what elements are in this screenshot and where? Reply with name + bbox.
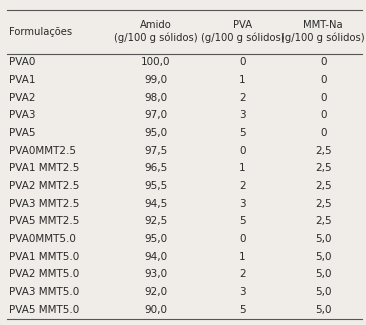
- Text: PVA3: PVA3: [9, 111, 36, 121]
- Text: 93,0: 93,0: [144, 269, 167, 280]
- Text: 0: 0: [320, 58, 326, 68]
- Text: 0: 0: [320, 93, 326, 103]
- Text: 90,0: 90,0: [144, 305, 167, 315]
- Text: 98,0: 98,0: [144, 93, 167, 103]
- Text: 5,0: 5,0: [315, 234, 332, 244]
- Text: Formulações: Formulações: [9, 27, 72, 37]
- Text: PVA0: PVA0: [9, 58, 36, 68]
- Text: 95,0: 95,0: [144, 128, 167, 138]
- Text: PVA2 MMT2.5: PVA2 MMT2.5: [9, 181, 79, 191]
- Text: 2,5: 2,5: [315, 181, 332, 191]
- Text: 2,5: 2,5: [315, 216, 332, 227]
- Text: 2,5: 2,5: [315, 199, 332, 209]
- Text: 5: 5: [239, 305, 246, 315]
- Text: 1: 1: [239, 252, 246, 262]
- Text: 2,5: 2,5: [315, 146, 332, 156]
- Text: 99,0: 99,0: [144, 75, 167, 85]
- Text: 5,0: 5,0: [315, 252, 332, 262]
- Text: 3: 3: [239, 199, 246, 209]
- Text: PVA
(g/100 g sólidos): PVA (g/100 g sólidos): [201, 20, 284, 43]
- Text: 2: 2: [239, 269, 246, 280]
- Text: 5: 5: [239, 128, 246, 138]
- Text: PVA2 MMT5.0: PVA2 MMT5.0: [9, 269, 79, 280]
- Text: 2: 2: [239, 93, 246, 103]
- Text: PVA5 MMT5.0: PVA5 MMT5.0: [9, 305, 79, 315]
- Text: 0: 0: [320, 111, 326, 121]
- Text: 0: 0: [239, 146, 246, 156]
- Text: PVA2: PVA2: [9, 93, 36, 103]
- Text: 97,0: 97,0: [144, 111, 167, 121]
- Text: PVA5 MMT2.5: PVA5 MMT2.5: [9, 216, 79, 227]
- Text: PVA5: PVA5: [9, 128, 36, 138]
- Text: 95,0: 95,0: [144, 234, 167, 244]
- Text: 95,5: 95,5: [144, 181, 167, 191]
- Text: PVA3 MMT2.5: PVA3 MMT2.5: [9, 199, 79, 209]
- Text: 1: 1: [239, 75, 246, 85]
- Text: 1: 1: [239, 163, 246, 174]
- Text: 3: 3: [239, 111, 246, 121]
- Text: 0: 0: [320, 128, 326, 138]
- Text: PVA1 MMT5.0: PVA1 MMT5.0: [9, 252, 79, 262]
- Text: 97,5: 97,5: [144, 146, 167, 156]
- Text: PVA0MMT5.0: PVA0MMT5.0: [9, 234, 76, 244]
- Text: 2: 2: [239, 181, 246, 191]
- Text: 2,5: 2,5: [315, 163, 332, 174]
- Text: 5,0: 5,0: [315, 269, 332, 280]
- Text: PVA3 MMT5.0: PVA3 MMT5.0: [9, 287, 79, 297]
- Text: 5,0: 5,0: [315, 305, 332, 315]
- Text: 0: 0: [320, 75, 326, 85]
- Text: 3: 3: [239, 287, 246, 297]
- Text: 5,0: 5,0: [315, 287, 332, 297]
- Text: Amido
(g/100 g sólidos): Amido (g/100 g sólidos): [114, 20, 197, 43]
- Text: 94,5: 94,5: [144, 199, 167, 209]
- Text: 100,0: 100,0: [141, 58, 170, 68]
- Text: 94,0: 94,0: [144, 252, 167, 262]
- Text: 92,0: 92,0: [144, 287, 167, 297]
- Text: PVA1: PVA1: [9, 75, 36, 85]
- Text: 0: 0: [239, 234, 246, 244]
- Text: PVA0MMT2.5: PVA0MMT2.5: [9, 146, 76, 156]
- Text: 92,5: 92,5: [144, 216, 167, 227]
- Text: 0: 0: [239, 58, 246, 68]
- Text: 5: 5: [239, 216, 246, 227]
- Text: MMT-Na
(g/100 g sólidos): MMT-Na (g/100 g sólidos): [281, 20, 365, 43]
- Text: PVA1 MMT2.5: PVA1 MMT2.5: [9, 163, 79, 174]
- Text: 96,5: 96,5: [144, 163, 167, 174]
